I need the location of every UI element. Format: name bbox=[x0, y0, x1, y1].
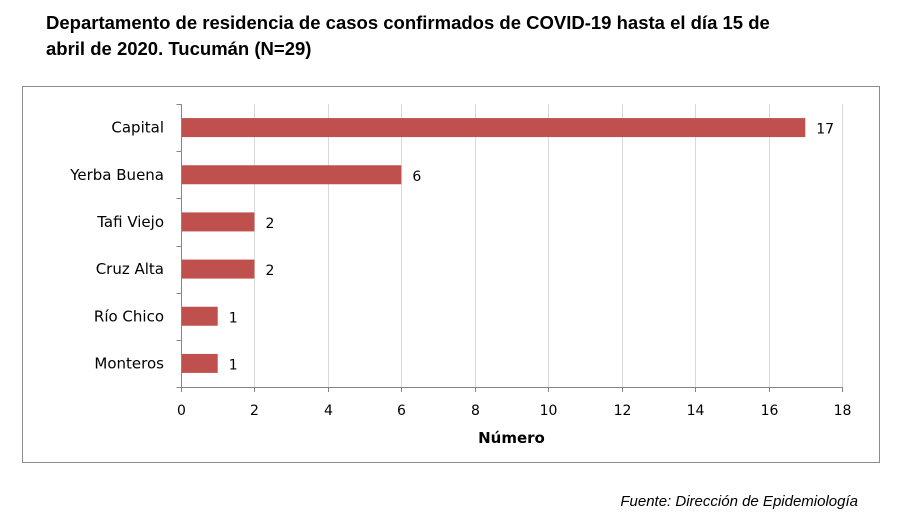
x-tick-label: 8 bbox=[471, 403, 480, 419]
chart-frame bbox=[22, 86, 880, 463]
category-label: Monteros bbox=[94, 354, 164, 372]
data-label: 1 bbox=[229, 310, 238, 326]
bar bbox=[181, 353, 218, 373]
x-tick-label: 6 bbox=[397, 403, 406, 419]
chart-title: Departamento de residencia de casos conf… bbox=[46, 10, 846, 62]
x-axis-title: Número bbox=[478, 429, 545, 447]
x-tick-label: 2 bbox=[250, 403, 259, 419]
source-note: Fuente: Dirección de Epidemiología bbox=[620, 493, 858, 510]
bar bbox=[181, 212, 255, 232]
chart-title-line-2: abril de 2020. Tucumán (N=29) bbox=[46, 38, 312, 59]
bar bbox=[181, 259, 255, 279]
category-label: Yerba Buena bbox=[69, 166, 164, 184]
labels: 17 Capital 6 Yerba Buena 2 Tafi Viejo 2 Cruz Al… bbox=[69, 119, 851, 419]
x-tick-label: 10 bbox=[540, 403, 558, 419]
axes bbox=[176, 104, 843, 392]
category-label: Río Chico bbox=[94, 307, 164, 325]
category-label: Cruz Alta bbox=[96, 260, 164, 278]
x-tick-label: 0 bbox=[177, 403, 186, 419]
chart-title-line-1: Departamento de residencia de casos conf… bbox=[46, 12, 770, 33]
data-label: 2 bbox=[265, 216, 274, 232]
category-label: Capital bbox=[111, 119, 164, 137]
gridlines bbox=[254, 104, 843, 387]
bar bbox=[181, 165, 402, 185]
data-label: 17 bbox=[816, 122, 834, 138]
category-label: Tafi Viejo bbox=[96, 213, 164, 231]
bar bbox=[181, 118, 806, 138]
bars bbox=[181, 118, 806, 373]
x-tick-label: 12 bbox=[614, 403, 632, 419]
x-tick-label: 16 bbox=[761, 403, 779, 419]
x-tick-label: 4 bbox=[324, 403, 333, 419]
bar bbox=[181, 306, 218, 326]
x-tick-label: 14 bbox=[687, 403, 705, 419]
data-label: 2 bbox=[265, 263, 274, 279]
data-label: 6 bbox=[412, 169, 421, 185]
x-tick-label: 18 bbox=[834, 403, 852, 419]
data-label: 1 bbox=[229, 357, 238, 373]
